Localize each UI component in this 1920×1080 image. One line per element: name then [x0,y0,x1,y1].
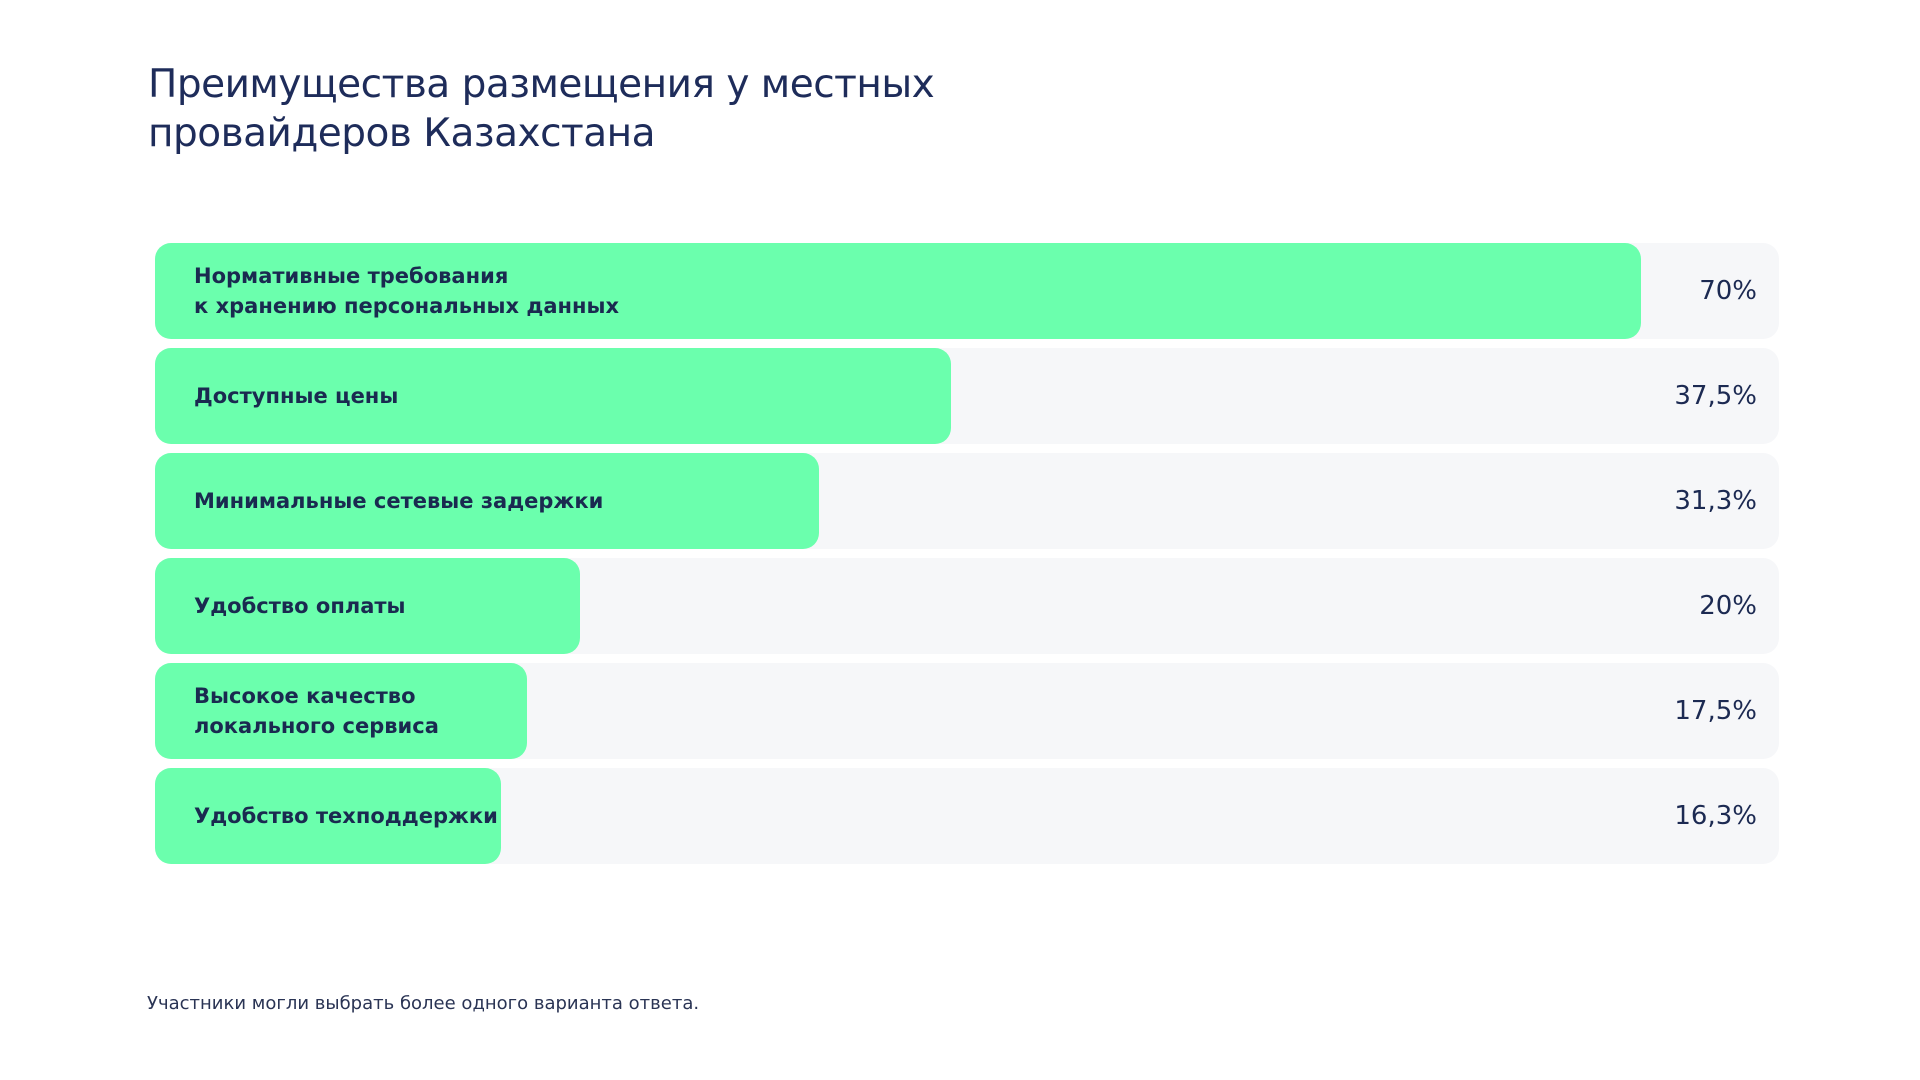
bar-value-label: 70% [1699,276,1757,306]
bar [155,348,952,444]
bar-value-label: 16,3% [1674,801,1757,831]
bar-label: Минимальные сетевые задержки [194,489,604,513]
bar-value-label: 31,3% [1674,486,1757,516]
bar-row: Удобство оплаты 20% [155,558,1779,654]
bar-label: Удобство техподдержки [194,804,498,828]
bar-chart: Нормативные требования к хранению персон… [155,243,1779,873]
bar [155,558,580,654]
bar-label: Удобство оплаты [194,594,406,618]
bar-row: Доступные цены 37,5% [155,348,1779,444]
bar [155,768,502,864]
bar-label: Доступные цены [194,384,399,408]
bar-row: Высокое качество локального сервиса 17,5% [155,663,1779,759]
bar [155,663,527,759]
bar-row: Нормативные требования к хранению персон… [155,243,1779,339]
bar-row: Минимальные сетевые задержки 31,3% [155,453,1779,549]
bar-row: Удобство техподдержки 16,3% [155,768,1779,864]
bar [155,453,820,549]
bar [155,243,1641,339]
bar-label: Нормативные требования к хранению персон… [194,264,620,318]
chart-title: Преимущества размещения у местных провай… [148,62,935,156]
bar-value-label: 37,5% [1674,381,1757,411]
bar-value-label: 17,5% [1674,696,1757,726]
bar-value-label: 20% [1699,591,1757,621]
bar-label: Высокое качество локального сервиса [194,684,439,738]
footnote: Участники могли выбрать более одного вар… [147,993,700,1014]
